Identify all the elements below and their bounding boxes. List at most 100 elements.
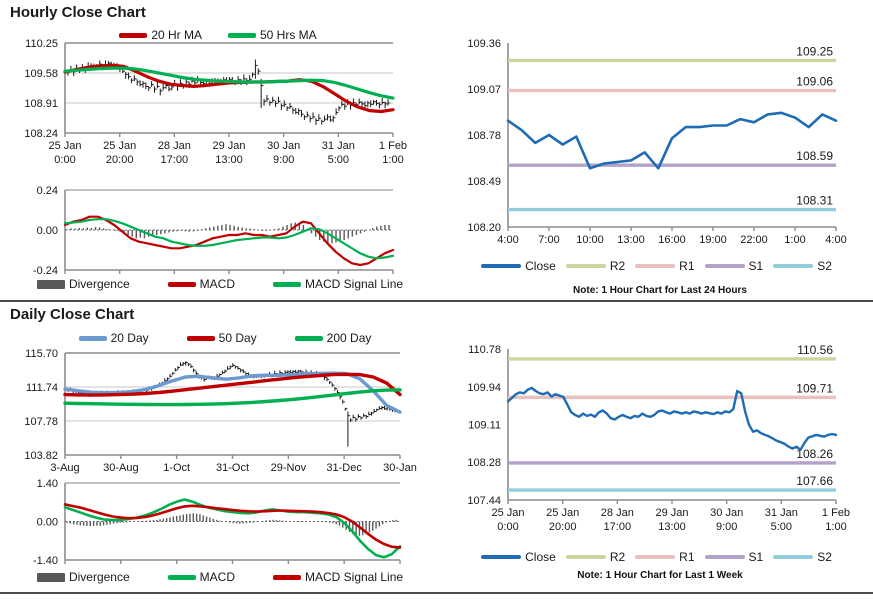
pivot-label-s2: 107.66 xyxy=(796,474,833,488)
svg-text:28 Jan: 28 Jan xyxy=(601,507,634,519)
svg-text:1:00: 1:00 xyxy=(825,521,846,533)
svg-text:13:00: 13:00 xyxy=(658,521,686,533)
svg-text:108.20: 108.20 xyxy=(467,222,501,234)
series-macd-signal-line xyxy=(63,503,402,549)
svg-text:25 Jan: 25 Jan xyxy=(103,140,136,152)
svg-text:109.07: 109.07 xyxy=(467,84,501,96)
legend-swatch-close xyxy=(481,264,522,268)
svg-text:0.24: 0.24 xyxy=(37,185,58,197)
svg-text:0:00: 0:00 xyxy=(497,521,518,533)
pivot-label-r1: 109.06 xyxy=(796,75,833,89)
svg-text:115.70: 115.70 xyxy=(25,348,58,360)
svg-text:1-Oct: 1-Oct xyxy=(163,462,190,474)
pivot-label-s1: 108.26 xyxy=(796,447,833,461)
svg-text:108.91: 108.91 xyxy=(24,98,58,110)
legend-item: MACD xyxy=(167,277,235,291)
legend-label: R1 xyxy=(679,259,695,273)
legend-label: S1 xyxy=(748,550,764,564)
svg-text:30-Jan: 30-Jan xyxy=(383,462,417,474)
legend-swatch-r1 xyxy=(635,555,676,559)
svg-text:30-Aug: 30-Aug xyxy=(103,462,138,474)
legend-item: S2 xyxy=(773,550,832,564)
svg-text:29-Nov: 29-Nov xyxy=(271,462,307,474)
svg-text:31 Jan: 31 Jan xyxy=(765,507,798,519)
legend-label: Divergence xyxy=(68,570,130,584)
svg-text:107.78: 107.78 xyxy=(24,416,58,428)
svg-text:1.40: 1.40 xyxy=(37,478,58,490)
daily-macd-legend: Divergence MACD MACD Signal Line xyxy=(20,570,420,584)
weekly-pivot-note: Note: 1 Hour Chart for Last 1 Week xyxy=(577,570,743,581)
svg-text:25 Jan: 25 Jan xyxy=(546,507,579,519)
svg-text:25 Jan: 25 Jan xyxy=(491,507,524,519)
svg-text:20:00: 20:00 xyxy=(549,521,577,533)
legend-label: Close xyxy=(525,259,556,273)
legend-item: MACD Signal Line xyxy=(273,277,403,291)
pivot-label-r1: 109.71 xyxy=(796,381,833,395)
legend-label: 20 Day xyxy=(110,331,149,345)
svg-text:1 Feb: 1 Feb xyxy=(379,140,407,152)
legend-swatch-r1 xyxy=(635,264,676,268)
svg-text:109.94: 109.94 xyxy=(467,382,501,394)
legend-swatch-50-hrs-ma xyxy=(228,32,256,38)
legend-label: S2 xyxy=(817,259,832,273)
legend-swatch-divergence xyxy=(36,279,65,289)
svg-text:110.78: 110.78 xyxy=(468,344,501,356)
legend-item: MACD xyxy=(167,570,235,584)
legend-item: Divergence xyxy=(36,277,130,291)
hourly-price-legend: 20 Hr MA 50 Hrs MA xyxy=(40,28,396,42)
legend-label: 50 Hrs MA xyxy=(260,28,317,42)
svg-text:108.28: 108.28 xyxy=(467,457,501,469)
svg-text:109.58: 109.58 xyxy=(24,68,58,80)
legend-swatch-macd-signal-line xyxy=(273,281,301,287)
legend-label: 200 Day xyxy=(326,331,372,345)
daily-price-legend: 20 Day 50 Day 200 Day xyxy=(45,331,405,345)
svg-text:0:00: 0:00 xyxy=(54,154,75,166)
section-divider-bottom xyxy=(0,592,873,594)
legend-item: 50 Hrs MA xyxy=(228,28,317,42)
legend-label: R2 xyxy=(609,550,626,564)
pivot-label-s2: 108.31 xyxy=(796,194,833,208)
legend-label: 50 Day xyxy=(218,331,257,345)
legend-swatch-close xyxy=(481,555,522,559)
series-50-day xyxy=(63,372,402,397)
daily-macd-chart: 1.40 0.00 -1.40 xyxy=(33,478,402,567)
legend-item: S2 xyxy=(773,259,832,273)
hourly-section-title: Hourly Close Chart xyxy=(10,4,146,21)
pivot-label-r2: 110.56 xyxy=(797,343,833,357)
svg-text:4:00: 4:00 xyxy=(825,234,846,246)
svg-text:-0.24: -0.24 xyxy=(33,265,58,277)
legend-label: 20 Hr MA xyxy=(151,28,202,42)
svg-text:0.00: 0.00 xyxy=(37,517,58,529)
svg-text:16:00: 16:00 xyxy=(658,234,686,246)
legend-label: Divergence xyxy=(68,277,130,291)
legend-item: Divergence xyxy=(36,570,130,584)
svg-text:17:00: 17:00 xyxy=(604,521,632,533)
legend-item: 200 Day xyxy=(294,331,372,345)
svg-text:10:00: 10:00 xyxy=(576,234,604,246)
legend-swatch-20-hr-ma xyxy=(119,32,148,38)
svg-text:13:00: 13:00 xyxy=(215,154,243,166)
legend-item: R2 xyxy=(565,259,626,273)
legend-label: MACD Signal Line xyxy=(305,570,404,584)
svg-text:5:00: 5:00 xyxy=(328,154,349,166)
daily-section-title: Daily Close Chart xyxy=(10,306,135,323)
svg-text:20:00: 20:00 xyxy=(106,154,134,166)
series-50-hrs-ma xyxy=(63,66,395,100)
svg-text:31-Dec: 31-Dec xyxy=(326,462,362,474)
legend-swatch-s2 xyxy=(773,555,814,559)
legend-item: Close xyxy=(481,259,556,273)
legend-label: S1 xyxy=(748,259,764,273)
legend-label: R1 xyxy=(679,550,695,564)
legend-label: R2 xyxy=(609,259,626,273)
svg-text:3-Aug: 3-Aug xyxy=(50,462,79,474)
svg-text:-1.40: -1.40 xyxy=(33,555,58,567)
legend-swatch-s2 xyxy=(773,264,814,268)
legend-swatch-divergence xyxy=(36,572,65,582)
svg-text:9:00: 9:00 xyxy=(273,154,294,166)
legend-swatch-s1 xyxy=(704,264,745,268)
svg-text:108.49: 108.49 xyxy=(467,176,501,188)
legend-swatch-r2 xyxy=(565,555,606,559)
legend-swatch-20-day xyxy=(78,335,107,341)
